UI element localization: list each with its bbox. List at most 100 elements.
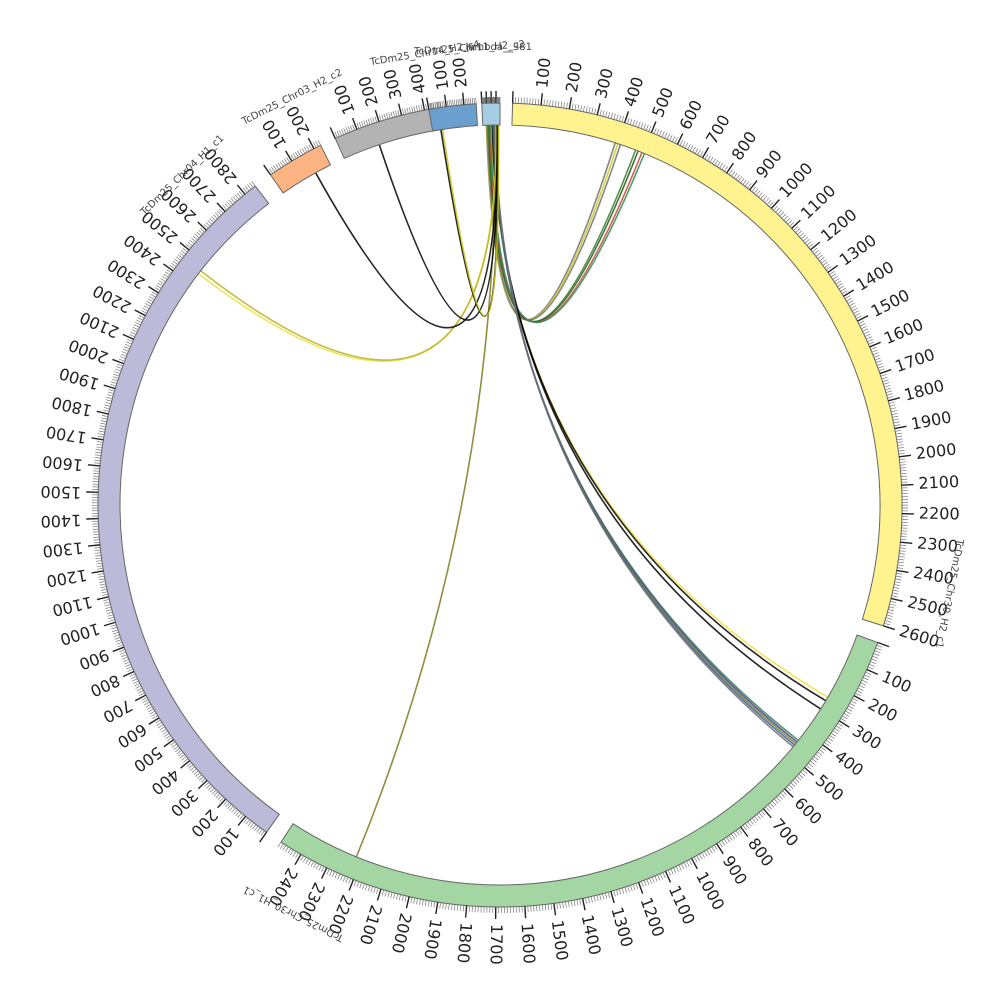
minor-tick-chr04h1-1690 [96, 441, 103, 443]
minor-tick-chr30h1-1140 [654, 875, 658, 882]
minor-tick-chr30h1-1950 [421, 899, 424, 906]
minor-tick-chr30h2-480 [645, 124, 649, 131]
minor-tick-chr04h1-1010 [108, 619, 115, 622]
minor-tick-chr30h2-790 [724, 166, 728, 172]
minor-tick-chr30h2-1640 [873, 354, 880, 358]
minor-tick-chr30h1-1550 [539, 905, 541, 912]
tick-label-chr30h1-1000: 1000 [692, 868, 728, 913]
minor-tick-chr04h1-2640 [209, 218, 215, 223]
tick-label-chr30h1-1500: 1500 [548, 919, 572, 962]
minor-tick-chr04h1-1240 [95, 560, 102, 562]
minor-tick-chr04h1-910 [117, 644, 124, 648]
major-tick-chr30h2-2300 [900, 541, 913, 544]
minor-tick-chr30h1-1190 [640, 881, 644, 888]
minor-tick-chr30h2-2530 [888, 606, 895, 609]
minor-tick-chr30h2-1320 [830, 273, 837, 278]
minor-tick-chr30h2-970 [764, 197, 770, 203]
minor-tick-chr30h1-1520 [547, 904, 550, 911]
minor-tick-chr30h1-1940 [424, 900, 427, 907]
minor-tick-chr30h1-180 [856, 690, 863, 694]
minor-tick-chr03h2-150 [299, 149, 304, 155]
minor-tick-chr30h2-960 [762, 196, 768, 202]
major-tick-chr04h1-900 [112, 646, 125, 653]
minor-tick-chr04h1-1660 [95, 449, 102, 451]
minor-tick-chr30h1-630 [778, 794, 783, 800]
minor-tick-chr04h1-2610 [203, 223, 209, 229]
minor-tick-chr04h1-1780 [101, 417, 108, 420]
minor-tick-chr30h2-1610 [870, 346, 877, 350]
major-tick-chr30h2-100 [540, 93, 544, 106]
minor-tick-chr30h2-980 [766, 199, 772, 205]
minor-tick-chr04h1-1220 [96, 565, 103, 568]
minor-tick-chr30h2-530 [658, 130, 663, 137]
minor-tick-chr30h1-530 [798, 773, 804, 779]
minor-tick-chr30h1-960 [701, 852, 706, 859]
minor-tick-chr30h1-2390 [300, 855, 304, 862]
minor-tick-chr30h2-430 [632, 119, 636, 126]
minor-tick-chr14h2-40 [341, 128, 345, 135]
minor-tick-chr30h2-1940 [896, 438, 903, 441]
minor-tick-chr30h1-2260 [334, 872, 338, 879]
minor-tick-chr30h2-820 [731, 171, 736, 177]
minor-tick-chr30h2-550 [664, 132, 668, 139]
minor-tick-chr30h1-2440 [287, 848, 292, 854]
minor-tick-chr03h2-190 [308, 144, 312, 151]
minor-tick-chr04h1-1110 [102, 593, 109, 596]
minor-tick-chr14h2-340 [408, 107, 411, 114]
minor-tick-chr30h2-1360 [837, 283, 843, 287]
minor-tick-chr04h1-1810 [103, 409, 110, 412]
minor-tick-chr04h1-480 [171, 743, 177, 748]
minor-tick-chr30h2-2590 [884, 622, 891, 626]
minor-tick-chr30h2-1880 [893, 421, 900, 424]
minor-tick-chr30h1-60 [871, 658, 878, 662]
tick-label-chr04h1-1900: 1900 [57, 364, 101, 394]
minor-tick-chr30h1-580 [788, 784, 794, 790]
minor-tick-chr30h2-2040 [900, 467, 907, 469]
major-tick-chr30h1-1100 [664, 871, 672, 883]
minor-tick-chr14h2-260 [390, 111, 393, 118]
minor-tick-chr30h1-2310 [321, 866, 325, 873]
minor-tick-chr04h1-210 [219, 796, 225, 802]
minor-tick-chr04h1-950 [113, 634, 120, 638]
minor-tick-chr30h2-470 [643, 123, 646, 130]
minor-tick-chr30h1-30 [874, 650, 881, 654]
minor-tick-chr30h2-2030 [899, 464, 907, 466]
major-tick-chr30h1-900 [716, 843, 724, 855]
tick-label-chr04h1-600: 600 [114, 720, 150, 752]
minor-tick-chr30h2-410 [627, 117, 630, 124]
minor-tick-chr30h2-840 [735, 174, 740, 180]
minor-tick-chr30h2-1070 [785, 217, 791, 223]
minor-tick-chr30h1-1150 [651, 876, 655, 883]
minor-tick-chr04h1-1710 [97, 435, 104, 438]
minor-tick-chr04h1-2270 [149, 296, 155, 300]
minor-tick-chr30h1-2250 [337, 873, 341, 880]
minor-tick-chr04h1-2180 [137, 317, 144, 321]
minor-tick-chr30h1-1180 [643, 880, 647, 887]
link-lambda-chr03h2-18 [314, 124, 499, 329]
minor-tick-chr30h1-1850 [451, 904, 453, 911]
tick-label-chr04h1-1500: 1500 [40, 482, 81, 502]
minor-tick-chr04h1-1650 [95, 451, 102, 454]
minor-tick-chr30h1-470 [809, 760, 815, 765]
major-tick-chr30h1-2400 [294, 853, 302, 866]
minor-tick-chr04h1-1830 [104, 404, 111, 407]
major-tick-chr04h1-600 [148, 717, 160, 725]
minor-tick-chr30h2-180 [563, 102, 565, 109]
minor-tick-chr04h1-1720 [98, 433, 105, 436]
minor-tick-chr04h1-2010 [118, 358, 125, 362]
major-tick-lambda-0 [480, 91, 483, 104]
minor-tick-chr30h1-2280 [329, 870, 333, 876]
minor-tick-chr30h2-1710 [880, 373, 887, 377]
minor-tick-chr30h1-1260 [621, 887, 625, 894]
major-tick-chr30h2-1700 [879, 368, 892, 375]
tick-label-chr14h2-100: 100 [330, 82, 359, 117]
minor-tick-chr04h1-1050 [105, 609, 112, 612]
tick-label-chr30h2-600: 600 [676, 97, 707, 133]
minor-tick-chr04h1-570 [158, 724, 164, 729]
minor-tick-chr30h2-1790 [887, 396, 894, 399]
minor-tick-chr30h1-2460 [282, 845, 287, 851]
minor-tick-chr30h1-260 [845, 710, 851, 715]
minor-tick-chr30h2-1310 [829, 271, 835, 276]
tick-label-chr04h1-200: 200 [187, 806, 222, 841]
minor-tick-chr30h1-2410 [295, 852, 299, 859]
